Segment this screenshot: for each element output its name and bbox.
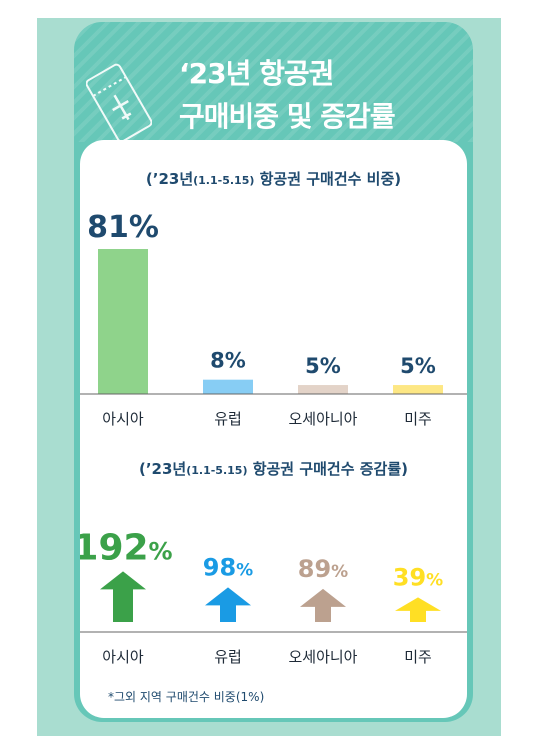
growth-arrow-2 — [205, 587, 251, 622]
share-value-label-2: 8% — [210, 349, 246, 373]
share-category-label-1: 아시아 — [102, 410, 144, 428]
growth-category-label-2: 유럽 — [214, 648, 242, 666]
growth-value-label-2: 98% — [203, 553, 253, 581]
share-bar-1 — [98, 249, 148, 394]
share-value-label-3: 5% — [305, 354, 341, 378]
growth-arrow-1 — [100, 571, 146, 622]
growth-category-label-1: 아시아 — [102, 648, 144, 666]
growth-arrow-4 — [395, 597, 441, 622]
growth-arrow-3 — [300, 588, 346, 622]
share-bar-2 — [203, 379, 253, 394]
share-category-label-3: 오세아니아 — [288, 410, 357, 428]
growth-category-label-4: 미주 — [404, 648, 432, 666]
share-chart-subtitle: (’23년(1.1-5.15) 항공권 구매건수 비중) — [145, 170, 402, 188]
share-category-label-2: 유럽 — [214, 410, 242, 428]
growth-value-label-3: 89% — [298, 555, 348, 583]
share-bar-4 — [393, 385, 443, 394]
infographic-card: ‘23년 항공권 구매비중 및 증감률 (’23년(1.1-5.15) 항공권 … — [74, 22, 473, 722]
title-line-1: ‘23년 항공권 — [179, 57, 334, 90]
share-value-label-1: 81% — [87, 210, 159, 245]
growth-category-label-3: 오세아니아 — [288, 648, 357, 666]
share-value-label-4: 5% — [400, 354, 436, 378]
growth-value-label-1: 192% — [80, 527, 173, 568]
growth-chart-subtitle: (’23년(1.1-5.15) 항공권 구매건수 증감률) — [138, 460, 408, 478]
charts-canvas: 81% 아시아 8% 유럽 5% 오세아니아 5% 미주 192% 아시아 98% 유럽 89% 오세아니… — [80, 210, 467, 666]
airplane-ticket-icon — [86, 63, 152, 143]
share-category-label-4: 미주 — [404, 410, 432, 428]
title-line-2: 구매비중 및 증감률 — [179, 100, 396, 133]
footnote: *그외 지역 구매건수 비중(1%) — [108, 690, 265, 704]
chart-panel: (’23년(1.1-5.15) 항공권 구매건수 비중) (’23년(1.1-5… — [80, 140, 467, 718]
header-pattern — [74, 22, 473, 142]
share-bar-3 — [298, 385, 348, 394]
growth-value-label-4: 39% — [393, 563, 443, 591]
